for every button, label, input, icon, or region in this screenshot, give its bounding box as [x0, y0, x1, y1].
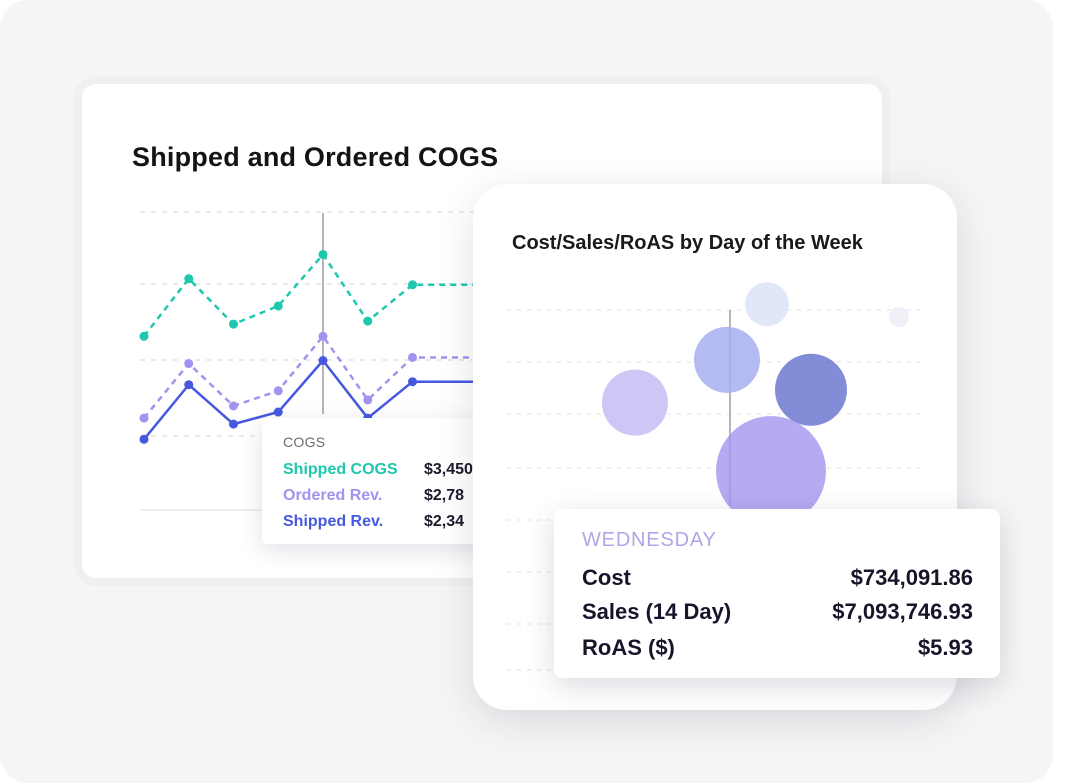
bubble-point [889, 307, 909, 328]
data-point-ordered-rev- [139, 413, 149, 423]
wednesday-row-sales: Sales (14 Day) $7,093,746.93 [582, 599, 973, 625]
cogs-tooltip-row-ordered-rev: Ordered Rev. $2,78 [283, 487, 464, 505]
bubble-chart-title: Cost/Sales/RoAS by Day of the Week [512, 232, 863, 254]
wednesday-row-cost: Cost $734,091.86 [582, 565, 973, 591]
data-point-ordered-rev- [363, 395, 373, 405]
wednesday-tooltip-heading: WEDNESDAY [582, 529, 717, 551]
bubble-point [716, 416, 826, 527]
cogs-tooltip-label: Shipped Rev. [283, 513, 384, 530]
cogs-chart-title: Shipped and Ordered COGS [132, 142, 499, 172]
bubble-point [745, 282, 789, 327]
bubble-point [775, 353, 847, 426]
data-point-shipped-rev- [408, 377, 417, 387]
cogs-tooltip-value: $2,78 [424, 487, 465, 504]
data-point-shipped-rev- [139, 434, 149, 444]
data-point-ordered-rev- [408, 352, 417, 362]
cogs-tooltip-label: Shipped COGS [283, 461, 398, 478]
wednesday-row-value: $734,091.86 [850, 565, 973, 590]
data-point-ordered-rev- [318, 331, 328, 341]
cogs-tooltip-row-shipped-rev: Shipped Rev. $2,34 [283, 513, 464, 531]
wednesday-row-label: RoAS ($) [582, 635, 675, 660]
data-point-shipped-rev- [229, 419, 238, 429]
data-point-shipped-cogs [139, 331, 149, 341]
data-point-shipped-cogs [318, 249, 328, 259]
data-point-ordered-rev- [184, 359, 194, 369]
wednesday-tooltip: WEDNESDAY Cost $734,091.86 Sales (14 Day… [554, 509, 1000, 678]
series-line-ordered-rev- [143, 335, 502, 419]
wednesday-row-value: $5.93 [917, 635, 973, 660]
wednesday-row-value: $7,093,746.93 [832, 599, 973, 624]
data-point-ordered-rev- [229, 401, 238, 411]
bubble-point [602, 369, 668, 436]
cogs-tooltip-heading: COGS [283, 434, 326, 450]
data-point-shipped-cogs [184, 274, 194, 284]
cogs-tooltip-label: Ordered Rev. [283, 487, 383, 504]
bubble-point [694, 326, 760, 393]
data-point-shipped-rev- [318, 356, 328, 365]
data-point-shipped-cogs [408, 280, 417, 290]
wednesday-row-label: Cost [582, 565, 631, 590]
wednesday-row-label: Sales (14 Day) [582, 599, 732, 624]
data-point-ordered-rev- [273, 386, 283, 396]
wednesday-row-roas: RoAS ($) $5.93 [582, 635, 973, 661]
data-point-shipped-cogs [273, 301, 283, 311]
data-point-shipped-rev- [184, 380, 194, 390]
cogs-tooltip: COGS Shipped COGS $3,450 Ordered Rev. $2,7… [262, 418, 502, 544]
data-point-shipped-cogs [363, 316, 373, 326]
cogs-tooltip-value: $3,450 [424, 461, 473, 478]
data-point-shipped-rev- [273, 407, 283, 417]
cogs-tooltip-row-shipped-cogs: Shipped COGS $3,450 [283, 461, 473, 479]
cogs-tooltip-value: $2,34 [424, 513, 465, 530]
data-point-shipped-cogs [229, 319, 238, 329]
